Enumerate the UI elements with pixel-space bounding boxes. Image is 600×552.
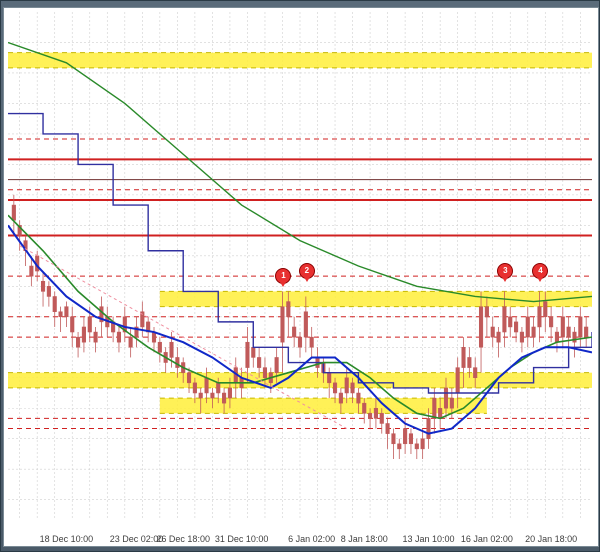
grid bbox=[8, 12, 592, 520]
x-tick-label: 23 Dec 02:00 bbox=[110, 534, 164, 544]
x-axis: 18 Dec 10:00 23 Dec 02:0026 Dec 18:00 31 D… bbox=[8, 524, 594, 544]
x-tick-label: 8 Jan 18:00 bbox=[341, 534, 388, 544]
resistance-zone bbox=[8, 53, 592, 68]
plot-area[interactable]: 1234 bbox=[8, 12, 594, 522]
resistance-zone bbox=[160, 291, 592, 306]
x-tick-label: 26 Dec 18:00 bbox=[156, 534, 210, 544]
x-tick-label: 16 Jan 02:00 bbox=[461, 534, 513, 544]
x-tick-label: 20 Jan 18:00 bbox=[525, 534, 577, 544]
window-frame: 1234 18 Dec 10:00 23 Dec 02:0026 Dec 18:0… bbox=[0, 0, 600, 552]
x-tick-label: 18 Dec 10:00 bbox=[40, 534, 94, 544]
resistance-zone bbox=[160, 398, 487, 413]
x-tick-label: 31 Dec 10:00 bbox=[215, 534, 269, 544]
x-tick-label: 6 Jan 02:00 bbox=[288, 534, 335, 544]
chart-panel[interactable]: 1234 18 Dec 10:00 23 Dec 02:0026 Dec 18:0… bbox=[3, 7, 599, 547]
x-tick-label: 13 Jan 10:00 bbox=[402, 534, 454, 544]
resistance-zone bbox=[8, 373, 592, 388]
candlesticks bbox=[12, 195, 588, 459]
chart-svg bbox=[8, 12, 592, 520]
